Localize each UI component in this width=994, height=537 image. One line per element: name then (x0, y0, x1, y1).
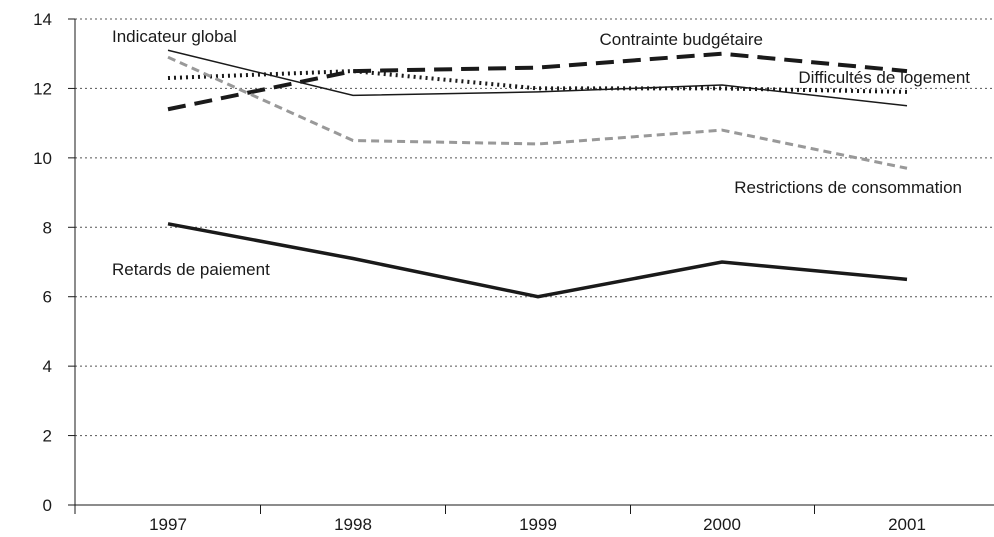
series-label: Indicateur global (112, 27, 237, 46)
y-tick-label: 4 (43, 357, 52, 376)
series-label: Contrainte budgétaire (599, 30, 763, 49)
series-label: Retards de paiement (112, 260, 270, 279)
y-tick-label: 2 (43, 427, 52, 446)
grid-layer (75, 18, 994, 437)
label-layer: Indicateur global Contrainte budgétaire Di… (112, 27, 970, 279)
y-tick-label: 10 (33, 149, 52, 168)
y-tick-label: 0 (43, 496, 52, 515)
series-line-5 (167, 222, 908, 299)
x-tick-label: 1998 (334, 515, 372, 534)
series-line-4 (167, 55, 908, 170)
y-tick-label: 12 (33, 79, 52, 98)
series-layer (167, 49, 908, 299)
series-label: Difficultés de logement (798, 68, 970, 87)
x-tick-label: 2001 (888, 515, 926, 534)
x-tick-label: 1999 (519, 515, 557, 534)
y-tick-label: 8 (43, 218, 52, 237)
series-label: Restrictions de consommation (734, 178, 962, 197)
y-tick-label: 14 (33, 10, 52, 29)
x-tick-label: 1997 (149, 515, 187, 534)
series-line-2 (167, 51, 908, 112)
series-line-1 (167, 49, 908, 107)
x-tick-label: 2000 (703, 515, 741, 534)
y-tick-label: 6 (43, 288, 52, 307)
axis-layer: 0 2 4 6 8 10 12 14 1997 1998 1999 2000 2001 (33, 10, 994, 534)
